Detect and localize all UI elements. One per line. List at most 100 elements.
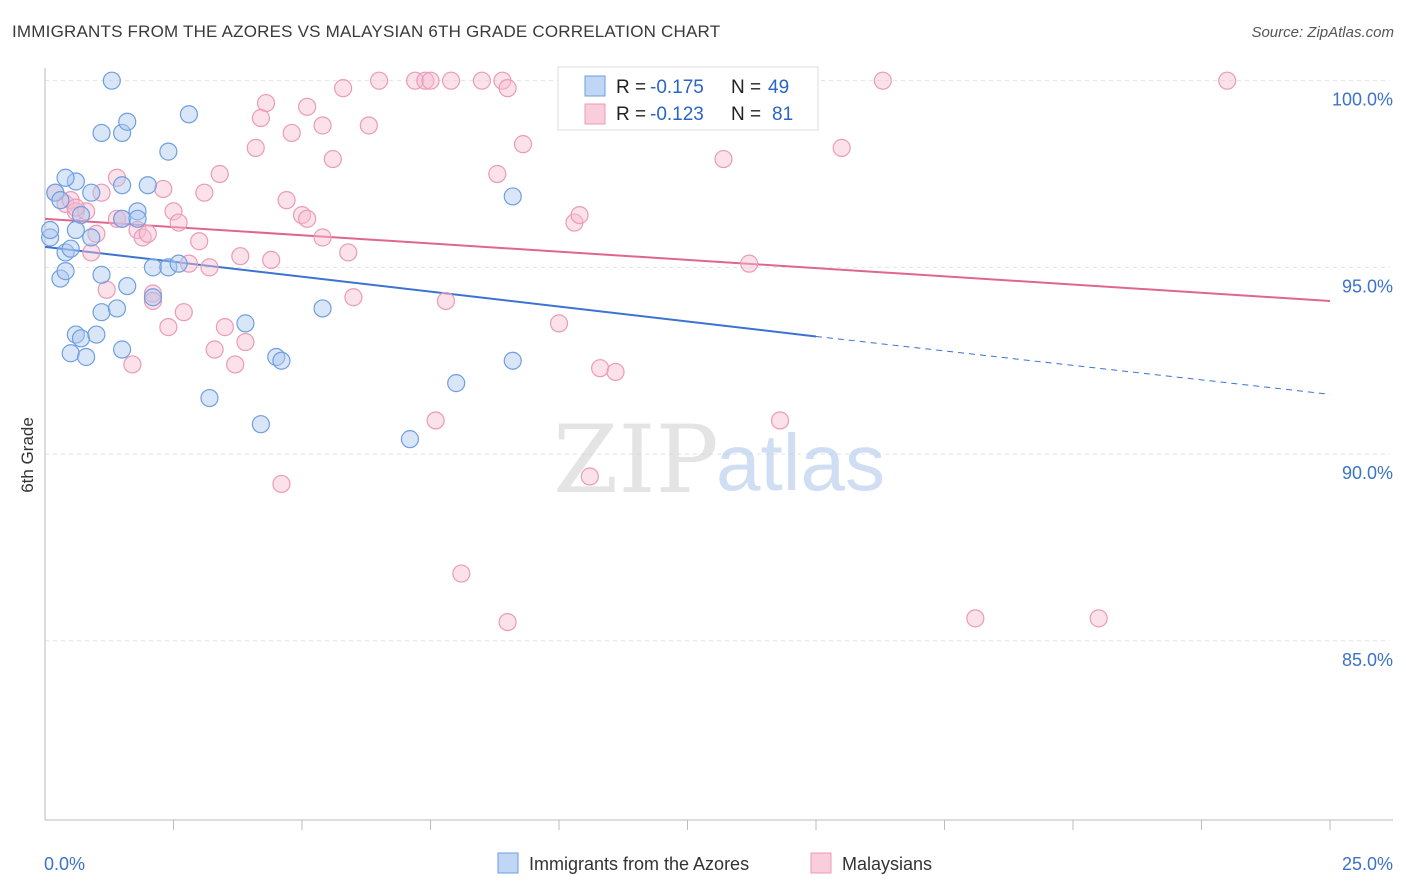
trend-line-extension xyxy=(815,335,1331,395)
malaysians-point xyxy=(236,332,255,352)
data-points xyxy=(41,71,1237,632)
azores-point xyxy=(143,288,163,307)
malaysians-point xyxy=(498,79,517,98)
azores-point xyxy=(112,209,132,228)
azores-point xyxy=(138,176,157,195)
malaysians-point xyxy=(251,108,270,128)
malaysians-point xyxy=(452,564,471,583)
malaysians-point xyxy=(416,71,435,90)
azores-point xyxy=(179,105,199,124)
malaysians-point xyxy=(966,609,985,628)
malaysians-point xyxy=(472,71,491,90)
malaysians-point xyxy=(513,135,533,154)
malaysians-point xyxy=(282,123,301,143)
watermark: ZIP atlas xyxy=(553,406,885,515)
azores-point xyxy=(41,228,60,247)
azores-point xyxy=(447,374,466,393)
azores-point xyxy=(400,430,420,449)
azores-point xyxy=(56,168,75,187)
malaysians-point xyxy=(298,209,317,228)
malaysians-point xyxy=(323,149,342,169)
azores-point xyxy=(92,123,111,143)
chart-title: IMMIGRANTS FROM THE AZORES VS MALAYSIAN … xyxy=(12,22,721,41)
legend-swatch-azores xyxy=(584,75,606,97)
malaysians-point xyxy=(190,232,209,251)
azores-point xyxy=(159,258,178,277)
bottom-legend-label-malaysians: Malaysians xyxy=(842,854,932,874)
azores-point xyxy=(272,351,291,370)
malaysians-point xyxy=(334,79,353,98)
malaysians-point xyxy=(570,205,589,225)
malaysians-point xyxy=(580,467,599,486)
azores-point xyxy=(112,176,132,195)
legend-r-label-azores: R = xyxy=(616,77,646,98)
azores-point xyxy=(66,172,85,191)
azores-point xyxy=(56,262,75,281)
legend-r-value-azores: -0.175 xyxy=(650,77,704,98)
legend-n-label-azores: N = xyxy=(731,77,761,98)
azores-point xyxy=(128,202,147,221)
malaysians-point xyxy=(164,202,183,221)
azores-point xyxy=(251,415,270,434)
tick-labels: 100.0% 95.0% 90.0% 85.0% 0.0% 25.0% xyxy=(44,90,1393,874)
malaysians-point xyxy=(179,254,199,273)
malaysians-point xyxy=(405,71,425,90)
azores-point xyxy=(77,347,96,367)
malaysians-point xyxy=(272,474,291,494)
malaysians-point xyxy=(205,340,224,359)
malaysians-point xyxy=(549,314,569,333)
azores-point xyxy=(503,187,522,206)
malaysians-point xyxy=(298,97,317,116)
malaysians-point xyxy=(226,355,245,374)
malaysians-point xyxy=(195,183,214,202)
azores-point xyxy=(112,340,132,359)
malaysians-point xyxy=(313,228,332,247)
malaysians-point xyxy=(1089,609,1108,628)
legend-r-label-malaysians: R = xyxy=(616,104,646,125)
y-tick-label: 90.0% xyxy=(1342,463,1393,483)
legend-r-value-malaysians: -0.123 xyxy=(650,104,704,125)
malaysians-point xyxy=(770,411,790,430)
azores-point xyxy=(236,314,255,333)
y-tick-label: 85.0% xyxy=(1342,650,1393,670)
azores-point xyxy=(82,183,101,202)
malaysians-point xyxy=(441,71,461,90)
trend-line-azores xyxy=(44,245,817,338)
azores-point xyxy=(313,299,332,318)
malaysians-point xyxy=(231,247,250,266)
azores-point xyxy=(112,123,132,143)
azores-point xyxy=(92,265,111,284)
malaysians-point xyxy=(215,318,234,337)
bottom-legend-swatch-malaysians xyxy=(810,852,832,874)
malaysians-point xyxy=(344,288,363,307)
malaysians-point xyxy=(107,209,127,228)
malaysians-point xyxy=(339,243,358,262)
y-axis-label: 6th Grade xyxy=(18,417,37,493)
azores-point xyxy=(200,388,219,408)
malaysians-point xyxy=(714,149,733,169)
azores-point xyxy=(66,220,85,240)
source-credit: Source: ZipAtlas.com xyxy=(1251,24,1394,41)
malaysians-point xyxy=(200,258,219,277)
malaysians-point xyxy=(82,243,101,262)
axes xyxy=(44,68,1393,830)
malaysians-point xyxy=(277,191,296,210)
malaysians-point xyxy=(359,116,378,135)
malaysians-point xyxy=(169,213,188,232)
azores-point xyxy=(159,142,178,161)
y-tick-label: 100.0% xyxy=(1332,90,1393,110)
azores-point xyxy=(169,254,188,273)
azores-point xyxy=(87,325,106,344)
legend-n-value-azores: 49 xyxy=(768,77,789,98)
x-tick-label: 0.0% xyxy=(44,854,85,874)
azores-point xyxy=(71,329,91,348)
legend-n-value-malaysians: 81 xyxy=(772,104,793,125)
y-tick-label: 95.0% xyxy=(1342,276,1393,296)
malaysians-point xyxy=(740,254,759,273)
malaysians-point xyxy=(123,355,142,374)
legend-swatch-malaysians xyxy=(584,103,606,125)
azores-point xyxy=(118,112,137,131)
malaysians-point xyxy=(832,138,851,157)
malaysians-point xyxy=(154,179,173,199)
